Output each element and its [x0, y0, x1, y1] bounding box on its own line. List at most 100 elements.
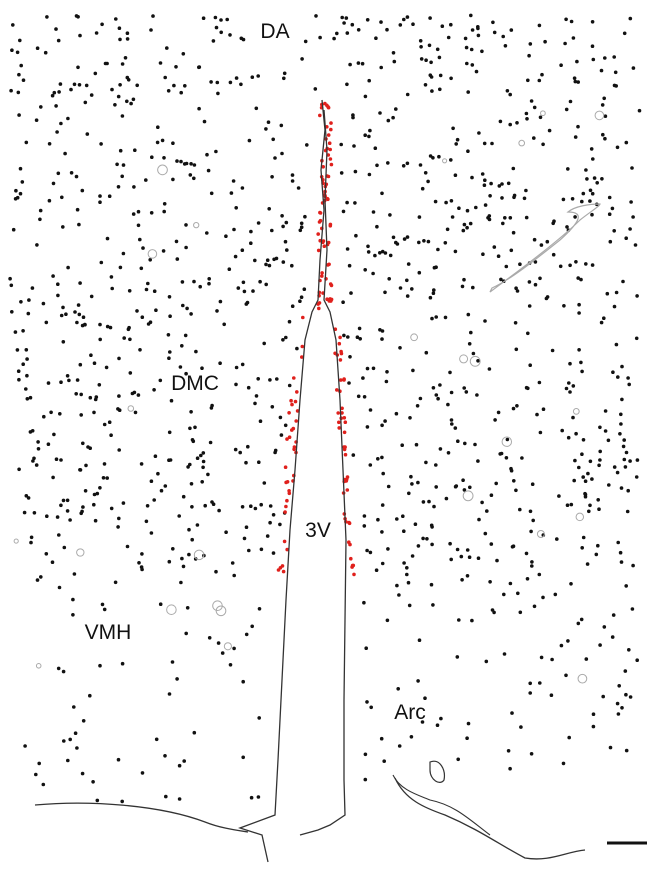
cell-dot	[237, 286, 241, 290]
cell-dot	[168, 431, 172, 435]
cell-dot	[424, 58, 428, 62]
cell-dot	[224, 530, 228, 534]
cell-dot	[66, 499, 70, 503]
cell-dot	[559, 63, 563, 67]
cell-dot	[58, 412, 62, 416]
cell-dot	[199, 454, 203, 458]
cell-dot	[91, 780, 95, 784]
labeled-cell-dot	[285, 437, 289, 441]
cell-dot	[526, 79, 530, 83]
cell-dot	[231, 561, 235, 565]
cell-dot	[476, 27, 480, 31]
cell-dot	[295, 347, 299, 351]
cell-dot	[181, 304, 185, 308]
cell-dot	[616, 702, 620, 706]
cell-dot	[626, 489, 630, 493]
cell-dot	[159, 61, 163, 65]
cell-dot	[566, 639, 570, 643]
cell-dot	[419, 39, 423, 43]
cell-dot	[624, 465, 628, 469]
cell-dot	[221, 651, 225, 655]
cell-dot	[532, 136, 536, 140]
cell-dot	[632, 66, 636, 70]
cell-dot	[132, 185, 136, 189]
cell-dot	[416, 481, 420, 485]
labeled-cell-dot	[292, 427, 296, 431]
cell-dot	[468, 555, 472, 559]
cell-dot	[569, 582, 573, 586]
cell-dot	[577, 348, 581, 352]
cell-dot	[45, 15, 49, 19]
cell-dot	[612, 229, 616, 233]
cell-dot	[59, 122, 63, 126]
cell-dot	[602, 316, 606, 320]
cell-dot	[510, 28, 514, 32]
cell-dot	[351, 23, 355, 27]
cell-dot	[120, 175, 124, 179]
cell-dot	[595, 181, 599, 185]
cell-dot	[318, 36, 322, 40]
cell-dot	[493, 31, 497, 35]
cell-dot	[463, 442, 467, 446]
cell-dot	[163, 76, 167, 80]
labeled-cell-dot	[318, 211, 322, 215]
cell-dot	[596, 544, 600, 548]
cell-dot	[103, 608, 107, 612]
cell-dot	[447, 36, 451, 40]
cell-dot	[565, 387, 569, 391]
cell-dot	[375, 568, 379, 572]
cell-dot	[519, 725, 523, 729]
cell-dot	[146, 504, 150, 508]
cell-dot	[215, 26, 219, 30]
cell-dot	[49, 411, 53, 415]
cell-dot	[456, 655, 460, 659]
cell-dot	[288, 384, 292, 388]
cell-dot	[259, 503, 263, 507]
cell-dot	[66, 374, 70, 378]
cell-dot	[348, 264, 352, 268]
cell-dot	[375, 225, 379, 229]
cell-dot	[122, 501, 126, 505]
cell-dot	[347, 381, 351, 385]
cell-dot	[89, 353, 93, 357]
cell-dot	[624, 584, 628, 588]
cell-dot	[114, 581, 118, 585]
cell-dot	[56, 515, 60, 519]
labeled-cell-dot	[284, 465, 288, 469]
cell-dot	[495, 559, 499, 563]
cell-dot	[184, 223, 188, 227]
cell-dot	[529, 530, 533, 534]
cell-dot	[426, 180, 430, 184]
cell-dot	[508, 93, 512, 97]
cell-dot	[92, 411, 96, 415]
cell-dot	[342, 210, 346, 214]
cell-dot	[303, 215, 307, 219]
cell-dot	[168, 295, 172, 299]
cell-dot	[512, 479, 516, 483]
cell-dot	[190, 505, 194, 509]
cell-dot	[386, 547, 390, 551]
cell-dot	[629, 17, 633, 21]
cell-dot	[260, 548, 264, 552]
cell-dot	[272, 551, 276, 555]
cell-dot	[105, 366, 109, 370]
cell-dot	[383, 291, 387, 295]
cell-dot	[305, 143, 309, 147]
cell-dot	[523, 197, 527, 201]
cell-dot	[349, 291, 353, 295]
cell-dot	[235, 366, 239, 370]
cell-dot	[303, 287, 307, 291]
cell-dot	[59, 82, 63, 86]
cell-dot	[67, 379, 71, 383]
labeled-cell-dot	[290, 403, 294, 407]
cell-dot	[428, 44, 432, 48]
cell-dot	[469, 222, 473, 226]
cell-dot	[436, 397, 440, 401]
cell-dot	[564, 674, 568, 678]
cell-dot	[494, 482, 498, 486]
labeled-cell-dot	[327, 175, 331, 179]
cell-dot	[257, 716, 261, 720]
cell-dot	[16, 196, 20, 200]
cell-dot	[82, 315, 86, 319]
cell-dot	[357, 28, 361, 32]
